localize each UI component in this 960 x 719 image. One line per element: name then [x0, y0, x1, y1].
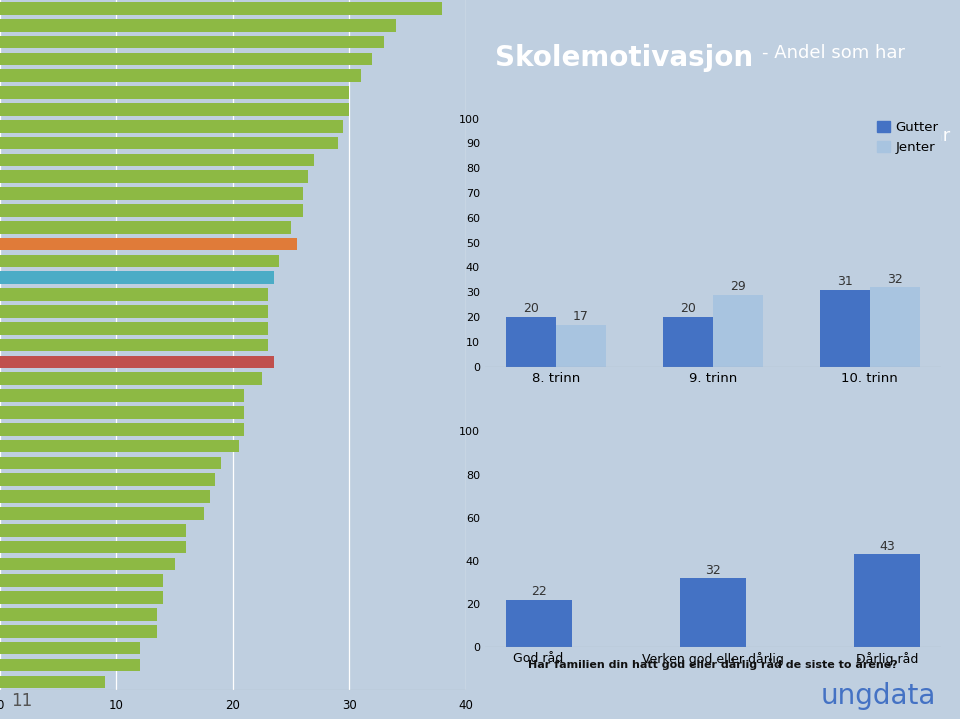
- Text: 20: 20: [680, 303, 696, 316]
- Bar: [0, 642, 140, 654]
- Bar: [0, 36, 384, 48]
- Text: - Andel som har: - Andel som har: [762, 44, 905, 62]
- Bar: [0, 238, 297, 250]
- Bar: [0, 86, 349, 99]
- Text: 32: 32: [887, 273, 902, 285]
- Bar: [0, 574, 163, 587]
- Bar: [0, 490, 209, 503]
- Bar: [680, 578, 746, 647]
- Text: 31: 31: [837, 275, 852, 288]
- Bar: [0, 221, 291, 234]
- Text: ungdata: ungdata: [821, 682, 936, 710]
- Text: 43: 43: [879, 540, 895, 553]
- Bar: [0, 440, 239, 452]
- Text: Skolemotivasjon: Skolemotivasjon: [495, 44, 754, 72]
- Bar: [556, 324, 606, 367]
- Bar: [506, 600, 572, 647]
- Bar: [0, 322, 268, 334]
- Text: Har familien din hatt god eller dårlig råd de siste to årene?: Har familien din hatt god eller dårlig r…: [528, 658, 898, 670]
- Bar: [0, 625, 157, 638]
- Bar: [0, 676, 105, 688]
- Bar: [0, 70, 361, 82]
- Bar: [0, 170, 308, 183]
- Bar: [0, 288, 268, 301]
- Bar: [0, 389, 245, 402]
- Bar: [0, 507, 204, 520]
- Legend: Gutter, Jenter: Gutter, Jenter: [876, 122, 938, 154]
- Bar: [0, 356, 274, 368]
- Text: 17: 17: [573, 310, 588, 323]
- Bar: [0, 457, 221, 470]
- Bar: [0, 52, 372, 65]
- Bar: [0, 423, 245, 436]
- Bar: [662, 317, 712, 367]
- Bar: [0, 339, 268, 352]
- Bar: [853, 554, 920, 647]
- Bar: [0, 372, 262, 385]
- Bar: [0, 524, 186, 536]
- Text: 22: 22: [531, 585, 546, 598]
- Bar: [870, 288, 920, 367]
- Bar: [0, 272, 274, 284]
- Bar: [0, 474, 215, 486]
- Bar: [0, 305, 268, 318]
- Bar: [0, 187, 302, 200]
- Text: skulket skolen siste år: skulket skolen siste år: [751, 127, 950, 145]
- Bar: [0, 558, 175, 570]
- Text: 11: 11: [12, 692, 33, 710]
- Bar: [820, 290, 870, 367]
- Bar: [0, 137, 338, 150]
- Bar: [0, 255, 279, 267]
- Bar: [0, 2, 443, 14]
- Bar: [506, 317, 556, 367]
- Bar: [0, 103, 349, 116]
- Bar: [0, 204, 302, 216]
- Text: 29: 29: [730, 280, 746, 293]
- Bar: [712, 295, 763, 367]
- Bar: [0, 541, 186, 554]
- Bar: [0, 608, 157, 620]
- Bar: [0, 591, 163, 604]
- Bar: [0, 19, 396, 32]
- Bar: [0, 406, 245, 418]
- Bar: [0, 659, 140, 672]
- Bar: [0, 154, 314, 166]
- Text: 32: 32: [705, 564, 721, 577]
- Bar: [0, 120, 344, 132]
- Text: 20: 20: [522, 303, 539, 316]
